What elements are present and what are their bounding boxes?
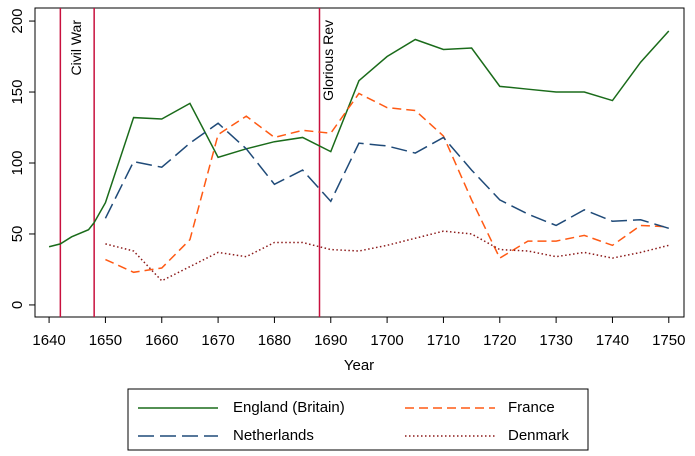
series-line <box>48 30 670 248</box>
y-tick-label: 50 <box>9 226 26 243</box>
x-tick-label: 1650 <box>89 332 122 349</box>
legend-box <box>127 388 589 451</box>
y-tick-label: 100 <box>9 150 26 175</box>
x-axis-label: Year <box>344 357 374 374</box>
legend-label: Netherlands <box>233 427 314 444</box>
x-tick-label: 1720 <box>483 332 516 349</box>
x-tick-label: 1660 <box>145 332 178 349</box>
plot-frame <box>34 7 685 318</box>
legend-label: Denmark <box>508 427 569 444</box>
series-line <box>104 122 670 230</box>
y-tick-label: 200 <box>9 9 26 34</box>
y-tick-label: 0 <box>9 301 26 309</box>
x-tick-label: 1690 <box>314 332 347 349</box>
x-tick-label: 1640 <box>32 332 65 349</box>
x-tick-label: 1710 <box>427 332 460 349</box>
x-tick-label: 1740 <box>596 332 629 349</box>
legend-label: France <box>508 399 555 416</box>
y-tick-label: 150 <box>9 80 26 105</box>
annotation: Civil War <box>68 20 84 76</box>
annotation: Glorious Rev <box>320 20 336 101</box>
x-tick-label: 1700 <box>370 332 403 349</box>
x-tick-label: 1670 <box>201 332 234 349</box>
x-tick-label: 1750 <box>652 332 685 349</box>
series-line <box>105 92 669 274</box>
x-tick-label: 1730 <box>539 332 572 349</box>
legend-label: England (Britain) <box>233 399 345 416</box>
x-tick-label: 1680 <box>258 332 291 349</box>
series-line <box>105 230 669 282</box>
